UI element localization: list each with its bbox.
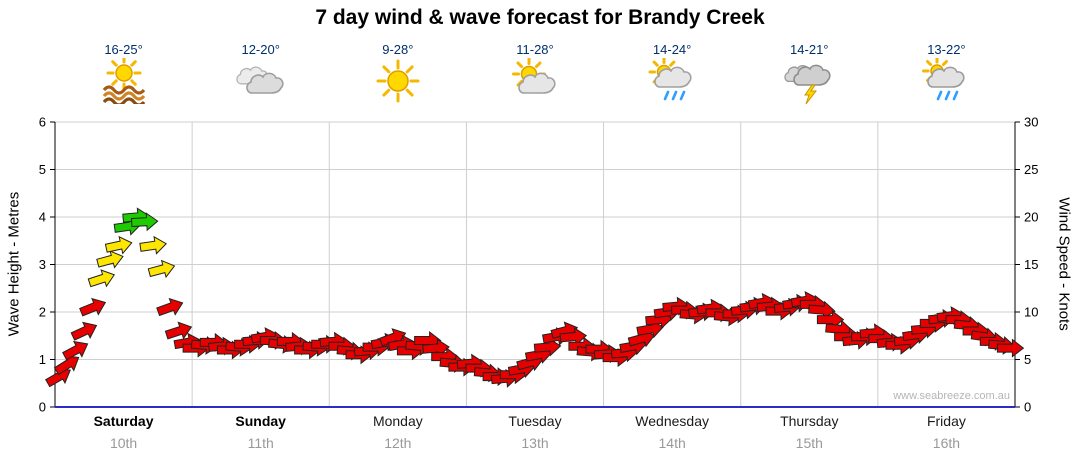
sunny-icon (333, 58, 463, 104)
wind-arrow (816, 310, 845, 330)
partly-cloudy-icon (470, 58, 600, 104)
wave-height-tick-label: 1 (39, 352, 46, 367)
day-name: Friday (926, 413, 966, 429)
forecast-day-label: Thursday 15th (744, 413, 874, 451)
forecast-day-header: 14-21° (744, 42, 874, 104)
wave-height-tick-label: 3 (39, 257, 46, 272)
forecast-day-label: Friday 16th (881, 413, 1011, 451)
day-name: Wednesday (635, 413, 709, 429)
wind-speed-tick-label: 30 (1024, 115, 1038, 130)
forecast-day-label: Wednesday 14th (607, 413, 737, 451)
wave-height-tick-label: 5 (39, 162, 46, 177)
forecast-day-header: 14-24° (607, 42, 737, 104)
wind-arrow (79, 297, 107, 317)
wind-arrow (104, 235, 133, 255)
wave-height-tick-label: 0 (39, 400, 46, 415)
wind-speed-tick-label: 10 (1024, 305, 1038, 320)
cloudy-showers-icon (881, 58, 1011, 104)
wave-height-tick-label: 6 (39, 115, 46, 130)
forecast-day-header: 12-20° (196, 42, 326, 104)
wind-arrows (45, 207, 1025, 388)
wind-arrow (164, 321, 193, 340)
forecast-day-header: 9-28° (333, 42, 463, 104)
day-date: 10th (109, 435, 138, 451)
wave-height-tick-label: 4 (39, 210, 46, 225)
day-date: 12th (384, 435, 412, 451)
day-name: Thursday (780, 413, 839, 429)
wind-arrow (139, 235, 167, 255)
day-temp-range: 14-21° (790, 42, 829, 57)
day-temp-range: 11-28° (516, 42, 554, 57)
wind-arrow (996, 338, 1025, 358)
wind-arrow (147, 259, 176, 279)
cloudy-icon (196, 58, 326, 104)
wind-speed-tick-label: 20 (1024, 210, 1038, 225)
day-name: Monday (372, 413, 423, 429)
day-name: Saturday (93, 413, 154, 429)
forecast-day-label: Tuesday 13th (470, 413, 600, 451)
day-name: Tuesday (508, 413, 562, 429)
forecast-day-label: Monday 12th (333, 413, 463, 451)
day-temp-range: 14-24° (652, 42, 692, 57)
page-title: 7 day wind & wave forecast for Brandy Cr… (315, 6, 765, 29)
wind-speed-tick-label: 0 (1024, 400, 1031, 415)
day-date: 14th (658, 435, 686, 451)
forecast-day-label: Saturday 10th (59, 413, 189, 451)
wind-speed-tick-label: 15 (1024, 257, 1038, 272)
watermark: www.seabreeze.com.au (893, 390, 1010, 402)
forecast-day-header: 16-25° (59, 42, 189, 104)
day-temp-range: 13-22° (927, 42, 966, 57)
forecast-day-header: 13-22° (881, 42, 1011, 104)
day-name: Sunday (235, 413, 286, 429)
wind-arrow (808, 300, 836, 320)
day-date: 15th (795, 435, 823, 451)
day-temp-range: 12-20° (241, 42, 280, 57)
day-temp-range: 16-25° (104, 42, 143, 57)
sun-showers-icon (607, 58, 737, 104)
wind-arrow (87, 269, 116, 288)
day-date: 11th (247, 435, 274, 451)
wind-speed-tick-label: 25 (1024, 162, 1038, 177)
forecast-day-label: Sunday 11th (196, 413, 326, 451)
wind-arrow (130, 212, 159, 232)
sun-haze-icon (59, 58, 189, 104)
day-date: 13th (521, 435, 549, 451)
forecast-day-header: 11-28° (470, 42, 600, 104)
day-temp-range: 9-28° (382, 42, 414, 57)
wind-arrow (96, 250, 124, 269)
wind-speed-tick-label: 5 (1024, 352, 1031, 367)
wave-height-tick-label: 2 (39, 305, 46, 320)
axes (50, 121, 1020, 408)
thunderstorm-icon (744, 58, 874, 104)
wind-arrow (156, 297, 184, 317)
wind-arrow (559, 327, 588, 347)
day-date: 16th (932, 435, 961, 451)
axis-tick-labels: 0 01 52 103 154 205 256 30 (39, 115, 1039, 415)
wind-arrow (70, 321, 98, 341)
wind-arrow (62, 340, 89, 361)
